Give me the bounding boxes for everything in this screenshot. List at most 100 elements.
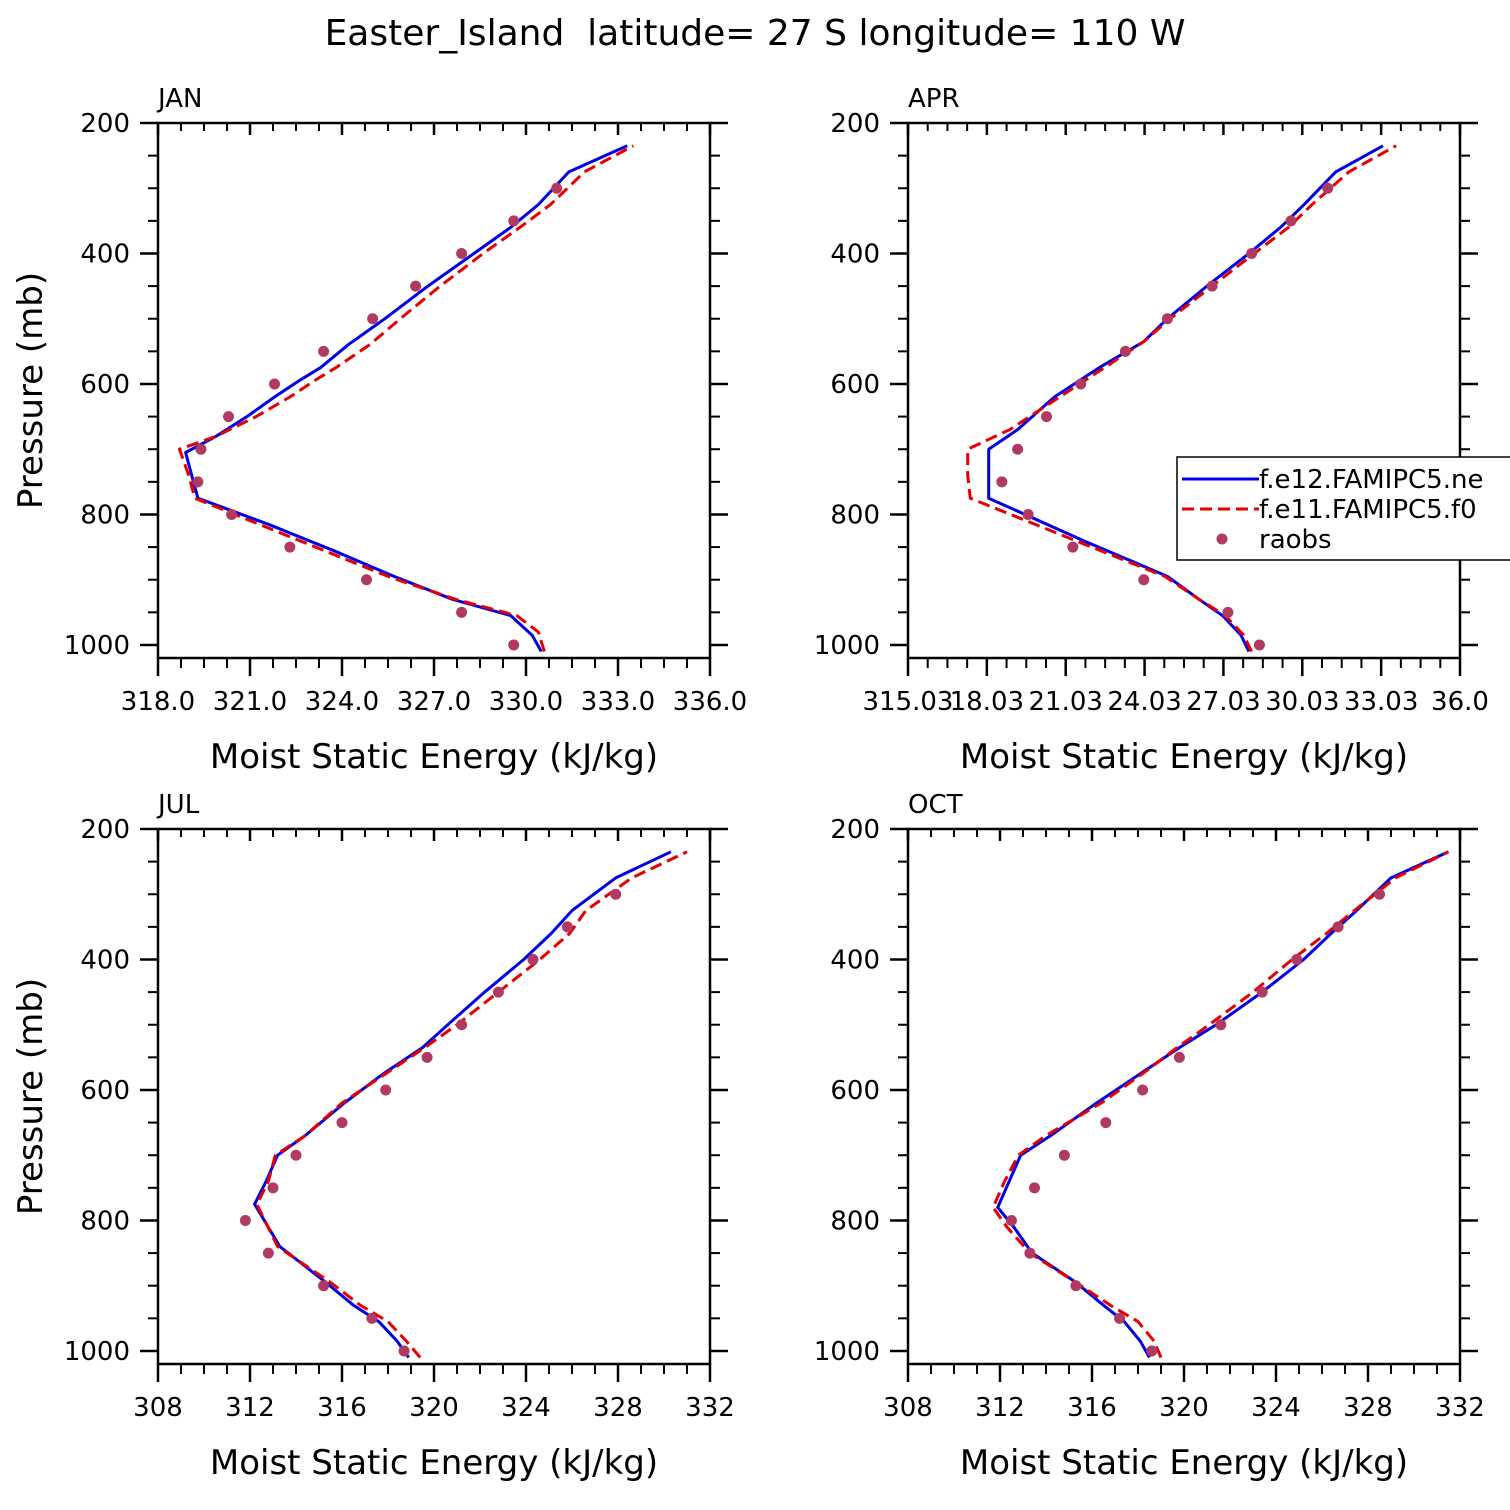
- raobs-point: [1215, 1019, 1227, 1031]
- series-line-e11: [178, 144, 635, 652]
- raobs-point: [192, 476, 204, 488]
- raobs-point: [1075, 378, 1087, 390]
- panel-label: JAN: [156, 84, 202, 114]
- x-tick-label: 336.0: [673, 687, 747, 717]
- x-tick-label: 33.03: [1344, 687, 1418, 717]
- y-tick-label: 200: [830, 109, 880, 139]
- raobs-point: [367, 313, 379, 325]
- raobs-point: [1173, 1051, 1185, 1063]
- raobs-point: [1138, 574, 1150, 586]
- plot-area: [966, 144, 1397, 653]
- raobs-point: [1114, 1312, 1126, 1324]
- raobs-point: [1206, 280, 1218, 292]
- x-tick-label: 330.0: [489, 687, 563, 717]
- raobs-point: [361, 574, 373, 586]
- y-tick-label: 800: [80, 500, 130, 530]
- y-tick-label: 1000: [64, 1337, 130, 1367]
- x-tick-label: 332: [685, 1393, 735, 1423]
- panel-jan: JAN 318.0 321.0 324.0 327.0 330.0 333.0 336.0 20…: [11, 84, 747, 777]
- raobs-point: [284, 541, 296, 553]
- raobs-point: [456, 606, 468, 618]
- plot-area: [239, 850, 688, 1359]
- y-tick-label: 400: [830, 239, 880, 269]
- raobs-point: [398, 1345, 410, 1357]
- x-tick-label: 320: [409, 1393, 459, 1423]
- raobs-point: [1024, 1247, 1036, 1259]
- raobs-point: [456, 1019, 468, 1031]
- y-tick-label: 600: [830, 370, 880, 400]
- raobs-point: [1322, 182, 1334, 194]
- legend-label: f.e11.FAMIPC5.f0: [1259, 495, 1477, 525]
- plot-frame: [906, 121, 1462, 660]
- raobs-point: [1012, 443, 1024, 455]
- x-tick-label: 324: [1251, 1393, 1301, 1423]
- raobs-point: [1374, 888, 1385, 900]
- y-tick-label: 400: [80, 945, 130, 975]
- x-tick-label: 327.0: [397, 687, 471, 717]
- x-tick-label: 312: [225, 1393, 275, 1423]
- panel-jul: JUL 308 312 316 320 324 328 332 200 400 600 800 1000…: [11, 790, 735, 1483]
- raobs-point: [290, 1149, 302, 1161]
- raobs-point: [262, 1247, 274, 1259]
- series-line-e12: [253, 850, 672, 1359]
- raobs-point: [267, 1182, 279, 1194]
- panels: JAN 318.0 321.0 324.0 327.0 330.0 333.0 336.0 20…: [11, 84, 1489, 1483]
- raobs-point: [1041, 411, 1053, 423]
- raobs-point: [1058, 1149, 1070, 1161]
- raobs-point: [1137, 1084, 1149, 1096]
- plot-area: [178, 144, 635, 653]
- panel-oct: OCT 308 312 316 320 324 328 332 200 400 600 800 1000…: [814, 790, 1485, 1483]
- x-tick-label: 333.0: [581, 687, 655, 717]
- series-line-e12: [987, 144, 1384, 653]
- raobs-point: [527, 953, 539, 965]
- x-axis-title: Moist Static Energy (kJ/kg): [210, 737, 658, 777]
- legend-box: [1176, 456, 1510, 561]
- y-tick-label: 600: [830, 1076, 880, 1106]
- plot-area: [991, 850, 1450, 1359]
- raobs-point: [239, 1214, 251, 1226]
- raobs-point: [492, 986, 504, 998]
- raobs-point: [223, 411, 235, 423]
- raobs-point: [1291, 953, 1303, 965]
- raobs-point: [561, 921, 573, 933]
- raobs-point: [1246, 247, 1258, 259]
- x-tick-label: 27.03: [1186, 687, 1260, 717]
- raobs-point: [1119, 345, 1131, 357]
- raobs-point: [1022, 508, 1034, 520]
- y-tick-label: 200: [80, 815, 130, 845]
- x-tick-label: 328: [1343, 1393, 1393, 1423]
- y-tick-label: 1000: [814, 1337, 880, 1367]
- raobs-point: [1285, 215, 1297, 227]
- raobs-point: [1332, 921, 1344, 933]
- raobs-point: [269, 378, 281, 390]
- raobs-point: [508, 215, 520, 227]
- raobs-point: [508, 639, 520, 651]
- raobs-point: [1146, 1345, 1158, 1357]
- panel-label: OCT: [908, 790, 963, 820]
- raobs-point: [195, 443, 207, 455]
- y-tick-label: 800: [830, 500, 880, 530]
- raobs-point: [1161, 313, 1173, 325]
- legend-marker-raobs: [1216, 533, 1228, 545]
- plot-frame: [156, 121, 712, 660]
- raobs-point: [996, 476, 1008, 488]
- x-tick-label: 36.0: [1431, 687, 1489, 717]
- series-line-e12: [184, 144, 628, 653]
- x-tick-label: 312: [975, 1393, 1025, 1423]
- raobs-point: [1070, 1280, 1082, 1292]
- y-tick-label: 600: [80, 1076, 130, 1106]
- y-tick-label: 800: [830, 1206, 880, 1236]
- raobs-point: [1006, 1214, 1017, 1226]
- x-tick-label: 318.0: [121, 687, 195, 717]
- raobs-point: [1029, 1182, 1040, 1194]
- x-tick-label: 324.0: [305, 687, 379, 717]
- x-tick-label: 308: [133, 1393, 183, 1423]
- x-tick-label: 18.03: [950, 687, 1024, 717]
- raobs-point: [366, 1312, 378, 1324]
- panel-label: JUL: [156, 790, 200, 820]
- x-tick-label: 30.03: [1265, 687, 1339, 717]
- legend-label: raobs: [1259, 525, 1332, 555]
